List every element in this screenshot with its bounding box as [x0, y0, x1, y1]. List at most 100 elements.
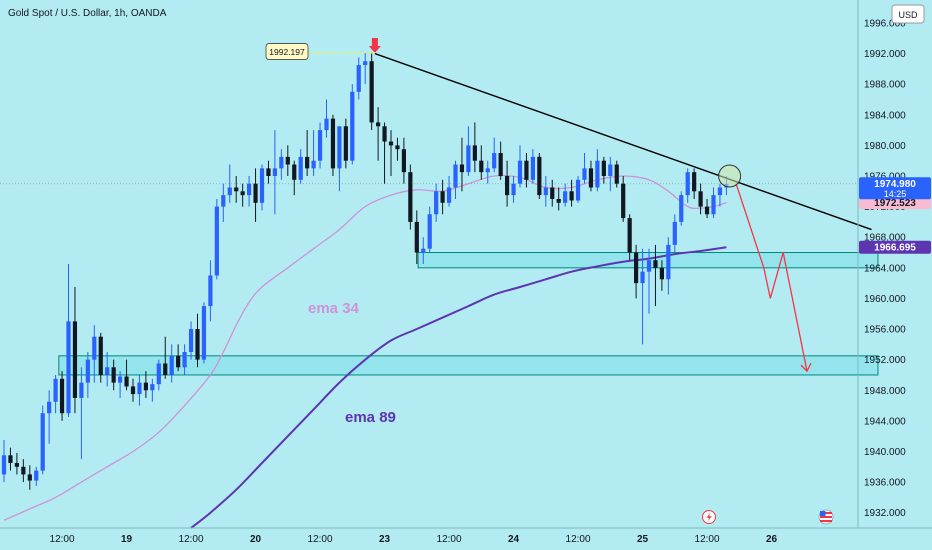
candle [34, 466, 39, 486]
candle-body [640, 271, 645, 284]
touch-point-circle [718, 164, 742, 188]
candle [53, 374, 58, 414]
candle-body [201, 306, 207, 360]
candle [266, 160, 271, 184]
candle [582, 153, 587, 184]
currency-button[interactable]: USD [891, 4, 925, 24]
candle-body [182, 352, 187, 368]
candle [653, 244, 658, 307]
us-flag-event-icon[interactable] [818, 509, 834, 525]
candle [440, 179, 445, 215]
candle [195, 313, 200, 368]
candle-body [479, 160, 484, 173]
peak-arrow-icon [368, 38, 381, 53]
candle [492, 137, 497, 173]
candle-body [298, 156, 303, 180]
candle [111, 359, 116, 391]
candle [182, 344, 187, 375]
candle [234, 176, 239, 203]
candle [72, 286, 78, 414]
candle [169, 344, 174, 383]
candle [395, 137, 400, 161]
x-tick-label: 12:00 [50, 534, 75, 545]
candle [176, 344, 181, 372]
candle-body [666, 244, 671, 280]
candle [247, 176, 252, 207]
candle [330, 114, 336, 176]
candle [446, 176, 452, 207]
candle-body [621, 183, 626, 219]
candle-body [698, 191, 703, 207]
ema89-price-tag: 1966.695 [859, 240, 931, 254]
y-tick-label: 1964.000 [864, 263, 906, 274]
candle-body [259, 168, 265, 203]
candle-body [646, 260, 652, 272]
peak-label-box [265, 43, 309, 60]
y-tick-label: 1956.000 [864, 325, 906, 336]
candle [92, 325, 97, 383]
forecast-arrowhead [800, 362, 812, 373]
candle-body [408, 172, 413, 222]
candle-body [66, 321, 71, 414]
candle [14, 453, 19, 475]
last-price-tag-bg [859, 177, 931, 200]
candle-body [79, 382, 84, 398]
forecast-path [735, 183, 808, 372]
candle-body [505, 176, 510, 196]
candle [588, 160, 594, 192]
candle-body [575, 179, 581, 201]
candle-body [569, 191, 574, 201]
x-tick-label: 26 [766, 534, 778, 545]
candle [272, 130, 277, 215]
ema89-price-tag-value: 1966.695 [874, 242, 916, 253]
candle [485, 160, 490, 184]
candle-body [47, 401, 52, 414]
ema34-price-tag-value: 1972.523 [874, 198, 916, 209]
candle-body [672, 221, 677, 245]
candle [240, 183, 245, 207]
candle-body [137, 382, 142, 395]
candle-body [401, 149, 406, 173]
candle-body [595, 160, 600, 188]
candle-body [382, 126, 387, 142]
candle [221, 183, 226, 222]
candle-body [53, 378, 58, 402]
candle-body [421, 248, 426, 253]
candle-body [285, 156, 290, 165]
candle-body [634, 252, 639, 284]
candle [105, 352, 110, 387]
candle-body [601, 160, 606, 176]
candle-body [150, 384, 155, 391]
candle [163, 336, 168, 379]
candle [227, 164, 232, 203]
candle [517, 145, 523, 188]
candle-body [498, 153, 503, 176]
candle [601, 156, 606, 184]
candle-body [221, 195, 226, 207]
candle-body [563, 191, 568, 203]
candle-body [472, 145, 477, 161]
candle [118, 371, 123, 398]
candle [575, 176, 581, 203]
candle-body [176, 355, 181, 368]
candle-body [717, 187, 723, 196]
candle-body [550, 187, 555, 199]
candle-body [511, 183, 516, 196]
candle-body [692, 172, 697, 192]
y-tick-label: 1996.000 [864, 18, 906, 29]
candle-body [517, 160, 523, 184]
candle-body [608, 164, 613, 176]
candle-body [685, 172, 690, 196]
y-tick-label: 1992.000 [864, 49, 906, 60]
candle-body [395, 145, 400, 150]
candle [298, 149, 303, 184]
candle [27, 465, 32, 490]
candle-body [614, 164, 619, 184]
candle-body [118, 376, 123, 383]
lightning-event-icon[interactable] [702, 510, 716, 524]
ema34-line [3, 174, 727, 521]
candle-body [582, 168, 587, 180]
candle-body [130, 386, 136, 395]
candle-body [330, 118, 336, 169]
